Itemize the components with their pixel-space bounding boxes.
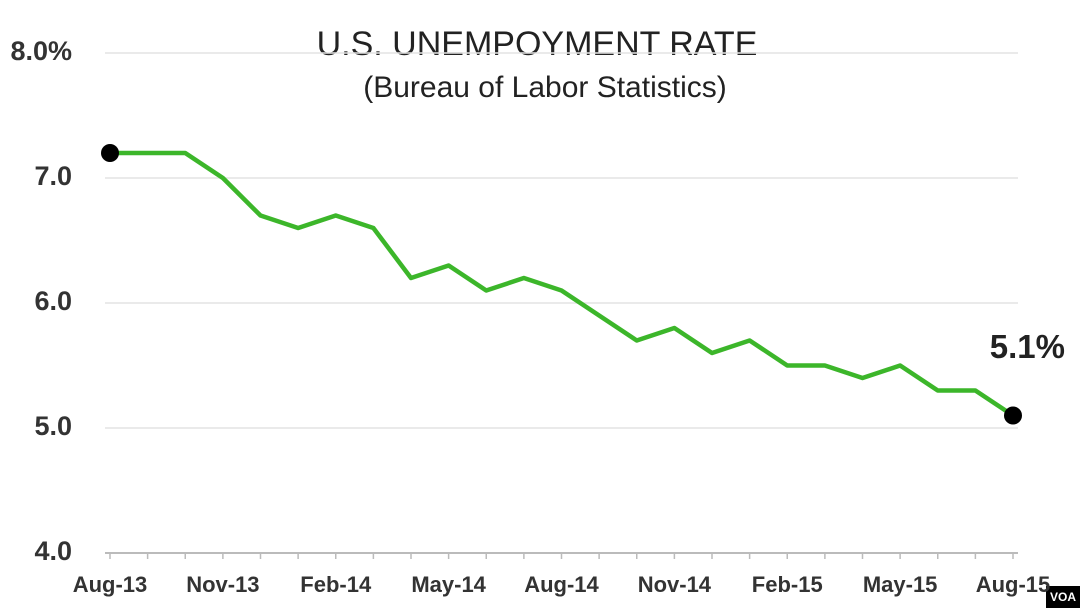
data-label: 5.1% [990,328,1065,365]
x-tick-label: May-15 [863,572,938,597]
end-marker [101,144,119,162]
y-tick-label: 7.0 [34,161,72,191]
x-tick-label: Feb-15 [752,572,823,597]
watermark: VOA [1050,590,1076,604]
line [110,150,1015,418]
end-marker [1004,406,1022,425]
chart-title: U.S. UNEMPOYMENT RATE [317,25,758,63]
x-tick-label: Nov-13 [186,572,259,597]
logo-box [1046,586,1080,608]
x-tick-label: May-14 [411,572,486,597]
y-tick-label: 8.0% [10,36,72,66]
x-tick-label: Aug-13 [73,572,148,597]
y-tick-label: 6.0 [34,286,72,316]
y-tick-label: 4.0 [34,536,72,566]
x-tick-label: Aug-15 [976,572,1051,597]
chart-subtitle: (Bureau of Labor Statistics) [363,71,727,104]
x-tick-label: Aug-14 [524,572,599,597]
y-tick-label: 5.0 [34,411,72,441]
x-tick-label: Feb-14 [300,572,372,597]
x-tick-label: Nov-14 [638,572,712,597]
